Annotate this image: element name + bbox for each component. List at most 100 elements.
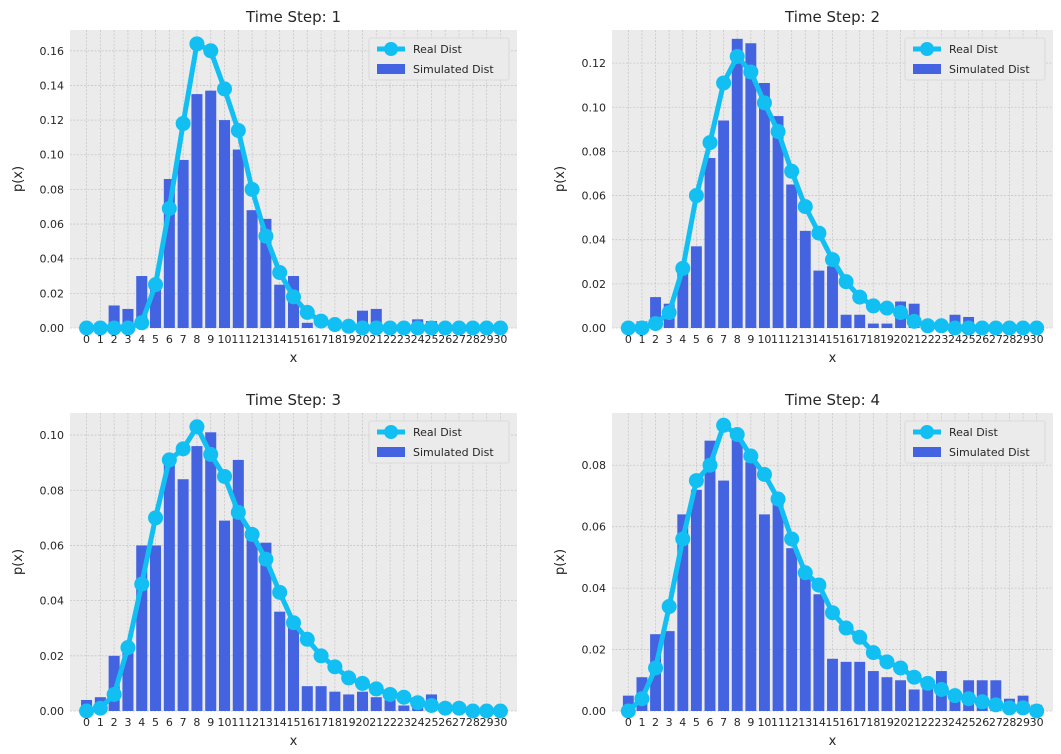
y-tick-label: 0.16 (40, 45, 65, 58)
bar (356, 310, 368, 328)
real-dist-point (396, 689, 412, 705)
y-tick-label: 0.02 (40, 650, 65, 663)
real-dist-point (933, 318, 949, 334)
x-tick-label: 3 (124, 333, 131, 346)
real-dist-point (1015, 320, 1031, 336)
real-dist-point (148, 510, 164, 526)
y-tick-label: 0.10 (40, 149, 65, 162)
bar (745, 462, 757, 711)
x-tick-label: 13 (798, 716, 812, 729)
x-tick-label: 20 (894, 716, 908, 729)
y-tick-label: 0.12 (582, 57, 607, 70)
x-tick-label: 10 (757, 716, 771, 729)
x-tick-label: 21 (369, 333, 383, 346)
bar (205, 432, 217, 711)
bar (150, 545, 162, 711)
real-dist-point (1001, 700, 1017, 716)
subplot-title: Time Step: 3 (245, 391, 341, 409)
x-tick-label: 24 (411, 716, 425, 729)
real-dist-point (286, 289, 301, 305)
real-dist-point (189, 419, 205, 435)
bar (122, 644, 134, 711)
bar (177, 159, 189, 328)
bar (219, 520, 231, 711)
x-tick-label: 20 (894, 333, 908, 346)
x-tick-label: 9 (747, 333, 754, 346)
x-tick-label: 29 (480, 333, 494, 346)
subplot-time-step-1: 0 1 2 3 4 5 6 7 8 9 10 11 12 13 14 15 16 17 18 19 20 21 22 23 24… (11, 8, 517, 366)
legend-sim-label: Simulated Dist (413, 63, 494, 76)
real-dist-point (437, 320, 453, 336)
x-tick-label: 26 (438, 716, 452, 729)
bar (690, 246, 702, 328)
y-tick-label: 0.08 (582, 145, 607, 158)
y-tick-label: 0.02 (40, 287, 65, 300)
x-tick-label: 11 (771, 333, 785, 346)
x-tick-label: 11 (231, 716, 245, 729)
x-tick-label: 19 (342, 333, 356, 346)
bar (274, 284, 286, 328)
bar (163, 457, 175, 711)
bar (704, 440, 716, 711)
real-dist-point (244, 181, 260, 197)
bar (246, 531, 258, 711)
real-dist-point (217, 468, 233, 484)
bar (150, 284, 162, 328)
real-dist-point (465, 703, 481, 719)
y-tick-label: 0.06 (582, 190, 607, 203)
x-axis-label: x (290, 351, 298, 366)
real-dist-point (217, 81, 233, 97)
real-dist-point (479, 703, 495, 719)
subplot-title: Time Step: 4 (784, 391, 880, 409)
bar (329, 691, 341, 711)
real-dist-point (688, 188, 704, 204)
bar (718, 480, 730, 711)
real-dist-point (189, 36, 205, 52)
bar (895, 680, 906, 711)
x-tick-label: 19 (880, 716, 894, 729)
x-tick-label: 30 (493, 716, 507, 729)
bar (232, 149, 244, 328)
x-tick-label: 11 (231, 333, 245, 346)
x-tick-label: 3 (666, 333, 673, 346)
x-tick-label: 3 (124, 716, 131, 729)
x-tick-label: 22 (383, 333, 397, 346)
x-tick-label: 15 (287, 333, 301, 346)
real-dist-point (988, 697, 1004, 713)
x-tick-label: 15 (826, 716, 840, 729)
bar (745, 43, 757, 328)
bar (881, 677, 893, 711)
x-tick-label: 26 (438, 333, 452, 346)
x-tick-label: 14 (273, 333, 287, 346)
bar (232, 459, 244, 711)
x-tick-label: 2 (652, 333, 659, 346)
bar (718, 120, 730, 329)
bar (384, 699, 396, 711)
x-tick-label: 10 (757, 333, 771, 346)
x-tick-label: 13 (798, 333, 812, 346)
y-tick-label: 0.04 (582, 582, 607, 595)
x-tick-label: 23 (934, 716, 948, 729)
x-tick-label: 2 (652, 716, 659, 729)
legend-real-label: Real Dist (949, 43, 998, 56)
real-dist-point (961, 691, 977, 707)
bar (759, 514, 770, 711)
real-dist-point (327, 317, 343, 333)
y-tick-label: 0.00 (40, 705, 65, 718)
real-dist-point (134, 576, 150, 592)
real-dist-point (410, 320, 426, 336)
y-tick-label: 0.14 (40, 79, 65, 92)
x-tick-label: 8 (734, 716, 741, 729)
real-dist-point (451, 320, 467, 336)
x-tick-label: 1 (97, 333, 104, 346)
x-tick-label: 13 (259, 333, 273, 346)
x-tick-label: 24 (411, 333, 425, 346)
x-tick-label: 5 (152, 716, 159, 729)
real-dist-point (906, 313, 922, 329)
real-dist-point (716, 75, 732, 91)
real-dist-point (382, 686, 398, 702)
real-dist-point (244, 526, 260, 542)
subplot-title: Time Step: 1 (245, 8, 341, 26)
real-dist-point (203, 446, 219, 462)
